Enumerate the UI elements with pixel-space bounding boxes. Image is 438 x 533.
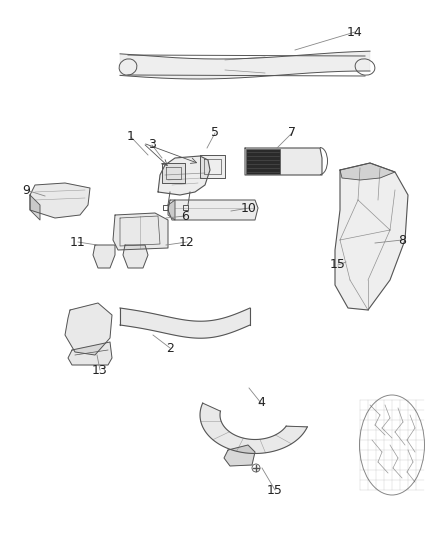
- Text: 12: 12: [179, 236, 195, 248]
- Text: 11: 11: [70, 236, 86, 248]
- Polygon shape: [120, 308, 250, 338]
- Polygon shape: [158, 156, 210, 195]
- Polygon shape: [30, 183, 90, 218]
- Polygon shape: [200, 403, 307, 454]
- Polygon shape: [120, 51, 370, 79]
- Polygon shape: [168, 200, 175, 220]
- Polygon shape: [162, 163, 185, 183]
- Text: 2: 2: [166, 342, 174, 354]
- Polygon shape: [168, 200, 258, 220]
- Polygon shape: [30, 195, 40, 220]
- Text: 9: 9: [22, 183, 30, 197]
- Text: 4: 4: [257, 397, 265, 409]
- Polygon shape: [245, 148, 322, 175]
- Polygon shape: [200, 155, 225, 178]
- Text: 15: 15: [330, 259, 346, 271]
- Text: 3: 3: [148, 139, 156, 151]
- Polygon shape: [335, 163, 408, 310]
- Text: 13: 13: [92, 364, 108, 376]
- Text: 1: 1: [127, 131, 135, 143]
- Polygon shape: [340, 163, 395, 180]
- Polygon shape: [224, 445, 255, 466]
- Text: 5: 5: [211, 126, 219, 140]
- Text: 15: 15: [267, 483, 283, 497]
- Text: 14: 14: [347, 26, 363, 38]
- Text: 10: 10: [241, 201, 257, 214]
- Polygon shape: [65, 303, 112, 355]
- Polygon shape: [93, 245, 115, 268]
- Polygon shape: [68, 342, 112, 365]
- Text: 7: 7: [288, 126, 296, 140]
- Polygon shape: [123, 245, 148, 268]
- Polygon shape: [113, 213, 168, 250]
- Text: 6: 6: [181, 209, 189, 222]
- Text: 8: 8: [398, 233, 406, 246]
- Polygon shape: [246, 149, 280, 174]
